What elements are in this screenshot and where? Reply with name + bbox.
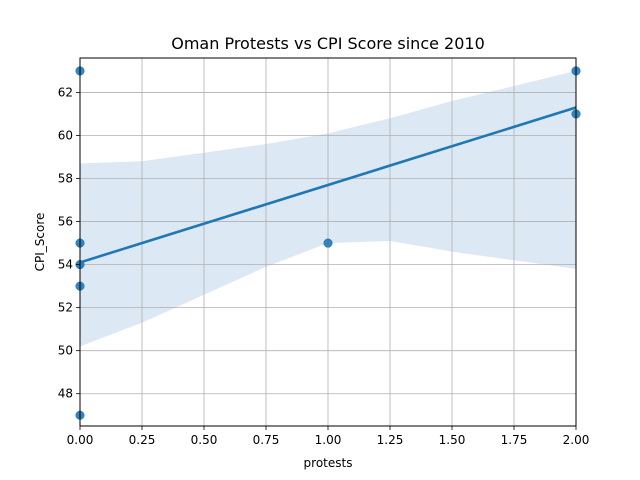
y-axis-label: CPI_Score xyxy=(33,213,47,272)
y-tick-label: 50 xyxy=(58,344,73,358)
regression-line xyxy=(79,106,577,264)
data-point xyxy=(323,238,333,248)
x-tick-label: 1.50 xyxy=(439,433,466,447)
y-tick-label: 48 xyxy=(58,387,73,401)
x-tick-label: 0.50 xyxy=(191,433,218,447)
x-tick-label: 1.25 xyxy=(377,433,404,447)
chart-title: Oman Protests vs CPI Score since 2010 xyxy=(171,34,485,53)
x-tick-label: 0.25 xyxy=(129,433,156,447)
ticks-layer: 0.00 0.25 0.50 0.75 1.00 1.25 1.50 1.75 2.00 48 50… xyxy=(58,85,590,447)
regression-line-layer xyxy=(79,106,577,264)
x-tick-label: 0.00 xyxy=(67,433,94,447)
x-tick-label: 1.75 xyxy=(501,433,528,447)
x-tick-label: 0.75 xyxy=(253,433,280,447)
x-tick-label: 1.00 xyxy=(315,433,342,447)
x-tick-label: 2.00 xyxy=(563,433,590,447)
y-tick-label: 52 xyxy=(58,301,73,315)
y-tick-label: 60 xyxy=(58,128,73,142)
x-axis-label: protests xyxy=(304,456,353,470)
y-tick-label: 58 xyxy=(58,172,73,186)
y-tick-label: 62 xyxy=(58,85,73,99)
y-tick-label: 56 xyxy=(58,215,73,229)
y-tick-label: 54 xyxy=(58,258,73,272)
